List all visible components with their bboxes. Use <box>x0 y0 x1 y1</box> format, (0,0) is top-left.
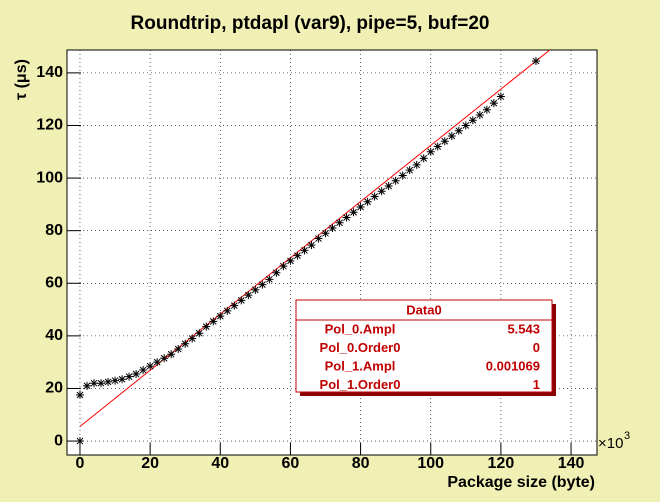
data-point <box>90 379 99 388</box>
x-tick-label: 100 <box>417 455 444 472</box>
data-point <box>272 268 281 277</box>
x-tick-label: 60 <box>282 455 300 472</box>
data-point <box>160 354 169 363</box>
data-point <box>293 251 302 260</box>
x-tick-label: 0 <box>76 455 85 472</box>
data-point <box>111 376 120 385</box>
data-point <box>440 137 449 146</box>
data-point <box>363 197 372 206</box>
data-point <box>391 176 400 185</box>
data-point <box>279 262 288 271</box>
x-multiplier-exponent: 3 <box>624 430 630 442</box>
data-point <box>125 372 134 381</box>
fit-group <box>79 50 551 427</box>
data-point <box>223 306 232 315</box>
stats-param-name: Pol_1.Order0 <box>320 377 401 392</box>
data-point <box>384 181 393 190</box>
y-tick-label: 40 <box>45 327 63 344</box>
data-point <box>342 213 351 222</box>
stats-frame <box>295 299 553 393</box>
data-point <box>300 246 309 255</box>
data-point <box>265 275 274 284</box>
data-point <box>181 339 190 348</box>
stats-title: Data0 <box>406 302 441 317</box>
data-point <box>258 280 267 289</box>
stats-param-name: Pol_0.Order0 <box>320 340 401 355</box>
chart-title: Roundtrip, ptdapl (var9), pipe=5, buf=20 <box>131 13 490 34</box>
y-tick-label: 100 <box>36 169 63 186</box>
stats-box: Data0 Pol_0.Ampl 5.543 Pol_0.Order0 0 Pol_1.… <box>295 299 556 396</box>
stats-param-value: 0.001069 <box>486 358 540 373</box>
data-point <box>349 208 358 217</box>
data-point <box>146 362 155 371</box>
data-point <box>328 224 337 233</box>
data-point <box>370 192 379 201</box>
data-point <box>447 131 456 140</box>
x-axis-label: Package size (byte) <box>447 474 595 491</box>
data-point <box>202 322 211 331</box>
data-point <box>230 301 239 310</box>
x-tick-label: 140 <box>558 455 585 472</box>
data-point <box>461 121 470 130</box>
data-point <box>174 345 183 354</box>
data-point <box>118 375 127 384</box>
data-point <box>314 234 323 243</box>
stats-param-name: Pol_1.Ampl <box>325 358 396 373</box>
y-tick-label: 60 <box>45 274 63 291</box>
data-point <box>468 116 477 125</box>
data-point <box>356 203 365 212</box>
x-tick-label: 20 <box>141 455 159 472</box>
data-point <box>419 154 428 163</box>
data-point <box>195 329 204 338</box>
x-tick-label: 120 <box>488 455 515 472</box>
data-point <box>104 377 113 386</box>
y-tick-label: 0 <box>54 432 63 449</box>
data-point <box>454 126 463 135</box>
data-point <box>216 312 225 321</box>
stats-param-value: 5.543 <box>507 321 540 336</box>
data-point <box>335 218 344 227</box>
y-tick-label: 140 <box>36 64 63 81</box>
data-point <box>244 291 253 300</box>
data-point <box>377 187 386 196</box>
data-point <box>489 99 498 108</box>
data-point <box>153 358 162 367</box>
data-point <box>237 296 246 305</box>
data-point <box>209 317 218 326</box>
data-point <box>307 241 316 250</box>
data-point <box>132 370 141 378</box>
data-point <box>97 379 106 388</box>
stats-param-value: 1 <box>533 377 540 392</box>
y-tick-label: 80 <box>45 222 63 239</box>
data-point <box>433 142 442 151</box>
data-point <box>188 334 197 343</box>
data-point <box>139 366 148 375</box>
x-tick-label: 80 <box>352 455 370 472</box>
data-point <box>531 57 540 66</box>
data-point <box>321 229 330 238</box>
y-tick-label: 120 <box>36 117 63 134</box>
stats-param-name: Pol_0.Ampl <box>325 321 396 336</box>
data-point <box>426 147 435 156</box>
data-point <box>412 160 421 169</box>
stats-param-value: 0 <box>533 340 540 355</box>
data-point <box>167 350 176 359</box>
data-point <box>251 285 260 294</box>
data-point <box>482 105 491 114</box>
x-tick-label: 40 <box>211 455 229 472</box>
x-multiplier: ×10 <box>598 435 623 452</box>
y-tick-label: 20 <box>45 380 63 397</box>
data-point <box>286 256 295 265</box>
data-point <box>496 92 505 101</box>
y-axis-label: τ (μs) <box>13 59 30 100</box>
data-point <box>475 110 484 119</box>
data-point <box>405 166 414 175</box>
data-point <box>82 381 91 390</box>
fit-line <box>79 50 551 427</box>
data-point <box>75 437 84 446</box>
data-point <box>398 171 407 180</box>
plot-area: 0 20 40 60 80 100 120 140 0 20 40 60 80 100 120 140 <box>36 50 597 472</box>
data-point <box>75 391 84 400</box>
